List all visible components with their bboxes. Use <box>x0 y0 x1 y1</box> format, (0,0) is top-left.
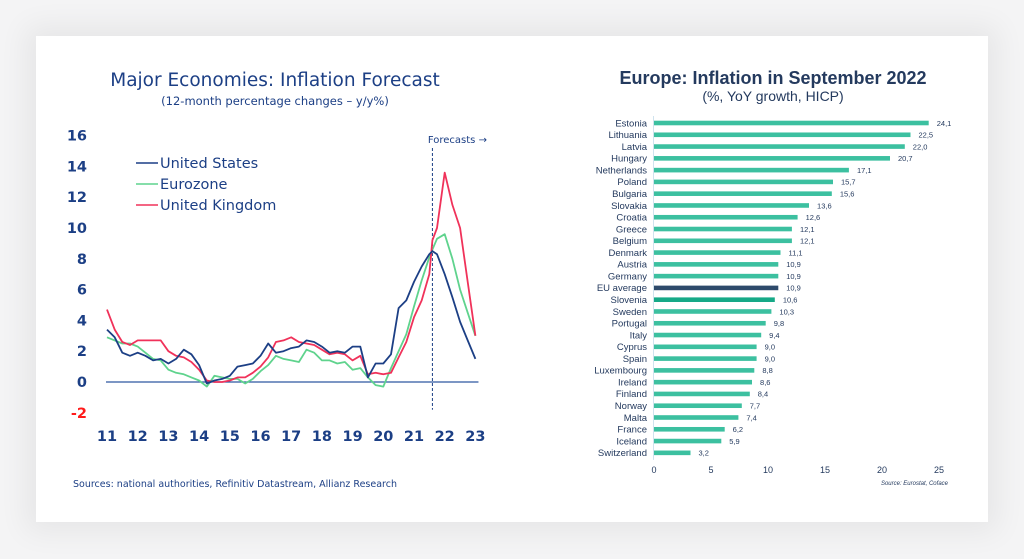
legend-item: United Kingdom <box>136 198 276 214</box>
x-tick-label: 21 <box>404 429 424 445</box>
series-line-united-states <box>106 250 477 385</box>
x-tick-label: 12 <box>128 429 148 445</box>
x-tick-label: 14 <box>189 429 209 445</box>
report-card <box>36 36 988 522</box>
y-tick-label: 10 <box>67 221 87 237</box>
x-tick-label: 19 <box>343 429 363 445</box>
y-tick-label: 4 <box>77 313 87 329</box>
x-tick-label: 23 <box>465 429 485 445</box>
series-line-eurozone <box>106 233 477 388</box>
x-tick-label: 20 <box>373 429 393 445</box>
y-tick-label: 2 <box>77 344 87 360</box>
inflation-forecast-line-chart: Major Economies: Inflation Forecast (12-… <box>67 70 487 490</box>
line-chart-subtitle: (12-month percentage changes – y/y%) <box>161 94 389 108</box>
x-tick-label: 15 <box>220 429 240 445</box>
y-axis-ticks: 16 14 12 10 8 6 4 2 0 -2 <box>67 129 87 422</box>
x-tick-label: 13 <box>158 429 178 445</box>
legend-item: United States <box>136 156 258 172</box>
x-tick-label: 18 <box>312 429 332 445</box>
series-line-united-kingdom <box>106 171 477 383</box>
x-tick-label: 11 <box>97 429 117 445</box>
line-chart-title: Major Economies: Inflation Forecast <box>110 70 440 91</box>
x-tick-label: 16 <box>250 429 270 445</box>
y-tick-label: 0 <box>77 375 87 391</box>
legend-label: United States <box>160 156 258 172</box>
legend: United States Eurozone United Kingdom <box>136 156 276 214</box>
legend-label: Eurozone <box>160 177 228 193</box>
x-tick-label: 17 <box>281 429 301 445</box>
line-chart-source: Sources: national authorities, Refinitiv… <box>73 479 397 490</box>
series-lines <box>106 171 477 388</box>
y-tick-label: 14 <box>67 159 87 175</box>
legend-item: Eurozone <box>136 177 228 193</box>
y-tick-label: 12 <box>67 190 87 206</box>
x-tick-label: 22 <box>435 429 455 445</box>
x-axis-ticks: 11 12 13 14 15 16 17 18 19 20 21 22 23 <box>97 429 486 445</box>
y-tick-label: 8 <box>77 252 87 268</box>
forecast-label: Forecasts → <box>428 135 487 146</box>
y-tick-label: -2 <box>71 406 87 422</box>
y-tick-label: 16 <box>67 129 87 145</box>
legend-label: United Kingdom <box>160 198 276 214</box>
y-tick-label: 6 <box>77 283 87 299</box>
